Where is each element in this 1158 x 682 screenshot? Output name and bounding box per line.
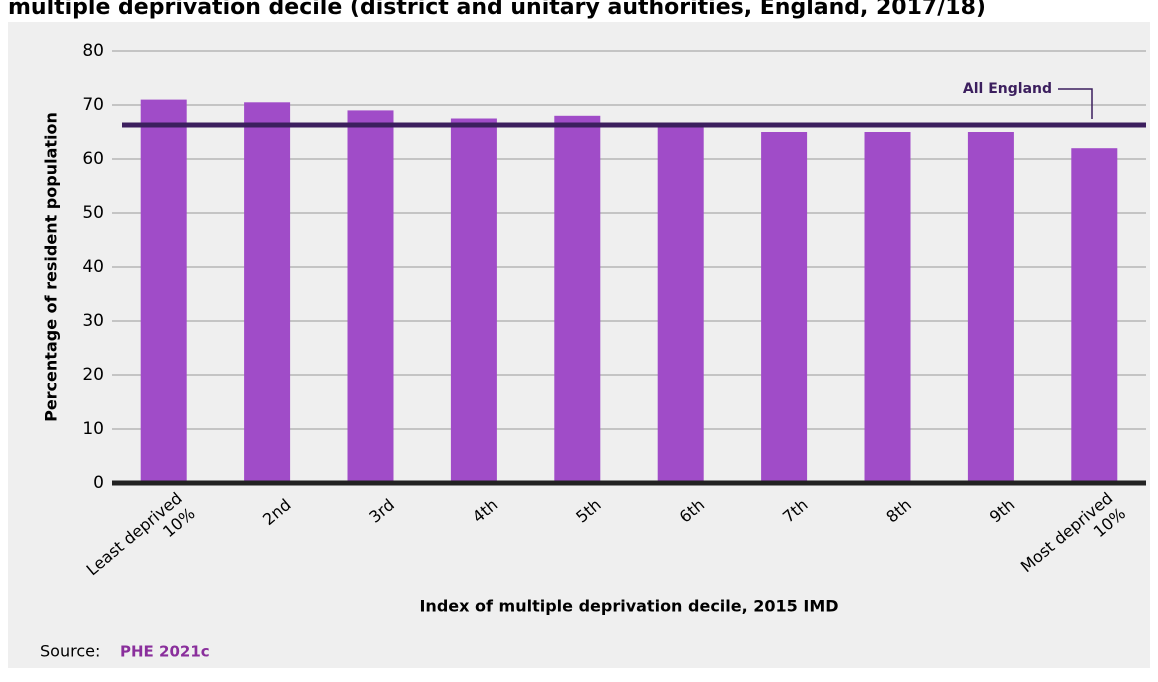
bar xyxy=(657,126,704,483)
y-tick-label: 60 xyxy=(82,149,104,169)
chart-title: multiple deprivation decile (district an… xyxy=(8,0,986,20)
bar xyxy=(554,115,601,484)
y-tick-label: 10 xyxy=(82,419,104,439)
bar xyxy=(450,118,497,483)
y-tick-label: 0 xyxy=(93,473,104,493)
source-label: Source: xyxy=(40,642,100,661)
y-tick-label: 30 xyxy=(82,311,104,331)
bar xyxy=(347,110,394,484)
bar xyxy=(761,132,808,483)
y-tick-label: 40 xyxy=(82,257,104,277)
reference-connector xyxy=(1058,88,1093,119)
y-axis-label: Percentage of resident population xyxy=(42,112,61,422)
y-tick-label: 50 xyxy=(82,203,104,223)
x-axis-label: Index of multiple deprivation decile, 20… xyxy=(419,597,838,616)
bar xyxy=(244,102,291,484)
y-tick-label: 80 xyxy=(82,41,104,61)
bar xyxy=(1071,148,1118,483)
source: PHE 2021c xyxy=(120,643,210,661)
bar xyxy=(967,132,1014,483)
reference-label: All England xyxy=(963,81,1052,97)
bar xyxy=(864,132,911,483)
y-tick-label: 20 xyxy=(82,365,104,385)
bar xyxy=(140,99,187,483)
y-tick-label: 70 xyxy=(82,95,104,115)
